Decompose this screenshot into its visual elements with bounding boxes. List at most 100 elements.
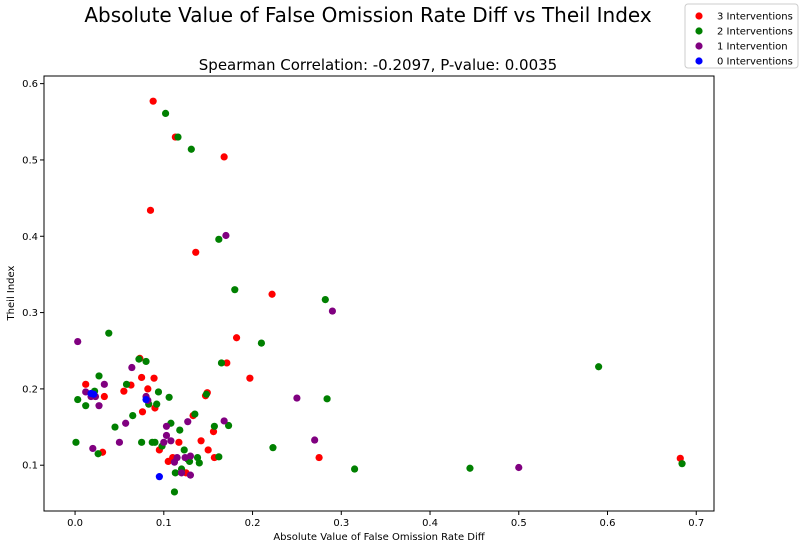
- data-point: [246, 374, 254, 382]
- figure-suptitle: Absolute Value of False Omission Rate Di…: [84, 3, 652, 27]
- data-point: [142, 395, 150, 404]
- data-point: [142, 357, 150, 366]
- data-point: [122, 380, 131, 388]
- data-point: [174, 133, 182, 141]
- data-point: [151, 438, 159, 446]
- data-point: [184, 418, 192, 426]
- x-tick-label: 0.5: [511, 518, 527, 529]
- legend-marker: [695, 42, 703, 50]
- data-point: [197, 437, 205, 445]
- data-point: [105, 329, 113, 337]
- data-point: [72, 438, 80, 446]
- data-point: [162, 431, 171, 440]
- data-point: [350, 465, 359, 473]
- data-point: [269, 444, 277, 452]
- data-point: [82, 380, 90, 388]
- data-point: [150, 374, 158, 382]
- data-point: [222, 231, 230, 240]
- legend-marker: [695, 12, 703, 20]
- y-tick-label: 0.3: [22, 308, 38, 319]
- data-point: [595, 363, 603, 371]
- legend-label: 3 Interventions: [717, 12, 793, 23]
- data-point: [466, 464, 474, 472]
- x-tick-label: 0.6: [600, 518, 616, 529]
- data-point: [323, 395, 331, 403]
- data-point: [186, 452, 195, 460]
- legend-label: 2 Interventions: [717, 27, 793, 38]
- data-point: [90, 390, 98, 398]
- legend-marker: [695, 57, 703, 65]
- data-point: [128, 363, 136, 372]
- x-tick-label: 0.7: [688, 518, 704, 529]
- x-tick-label: 0.3: [333, 518, 349, 529]
- series-0-interventions: [87, 389, 163, 481]
- x-axis: 0.0 0.1 0.2 0.3 0.4 0.5 0.6 0.7: [67, 511, 704, 529]
- data-point: [293, 394, 301, 402]
- y-tick-label: 0.2: [22, 384, 38, 395]
- data-point: [195, 459, 203, 467]
- data-point: [95, 372, 103, 380]
- data-point: [115, 438, 124, 446]
- data-point: [176, 426, 184, 434]
- y-tick-label: 0.5: [22, 155, 38, 166]
- data-point: [257, 339, 266, 347]
- data-point: [202, 390, 210, 398]
- data-point: [210, 422, 218, 430]
- data-point: [89, 444, 97, 453]
- data-point: [187, 145, 195, 153]
- data-point: [180, 446, 188, 454]
- y-tick-label: 0.6: [22, 79, 38, 90]
- legend-label: 0 Interventions: [717, 57, 793, 68]
- x-tick-label: 0.4: [422, 518, 438, 529]
- data-point: [209, 428, 218, 436]
- data-point: [232, 334, 241, 342]
- data-point: [186, 471, 195, 479]
- data-point: [100, 392, 108, 401]
- data-point: [173, 453, 181, 462]
- plot-area: [43, 75, 715, 512]
- data-point: [311, 436, 319, 444]
- x-tick-label: 0.0: [67, 518, 83, 529]
- data-point: [74, 337, 82, 346]
- data-point: [74, 395, 82, 404]
- data-point: [165, 393, 173, 401]
- data-point: [154, 388, 163, 396]
- legend: 3 Interventions 2 Interventions 1 Interven…: [684, 3, 799, 69]
- data-points: [72, 97, 686, 496]
- data-point: [171, 469, 179, 477]
- data-point: [177, 469, 186, 477]
- data-point: [122, 419, 130, 427]
- data-point: [95, 402, 103, 410]
- data-point: [220, 153, 228, 161]
- data-point: [146, 206, 155, 214]
- data-point: [170, 488, 179, 496]
- data-point: [120, 387, 128, 395]
- data-point: [321, 296, 329, 304]
- data-point: [135, 355, 143, 363]
- data-point: [94, 450, 102, 458]
- legend-box: [684, 3, 799, 69]
- series-2-interventions: [72, 109, 686, 496]
- data-point: [138, 408, 147, 416]
- data-point: [231, 286, 239, 294]
- data-point: [204, 446, 212, 454]
- data-point: [175, 438, 183, 446]
- data-point: [315, 453, 323, 462]
- data-point: [191, 410, 199, 418]
- data-point: [224, 421, 233, 430]
- data-point: [162, 422, 171, 430]
- y-axis-label: Theil Index: [6, 265, 17, 321]
- data-point: [192, 248, 200, 256]
- data-point: [328, 307, 337, 315]
- legend-marker: [695, 27, 703, 35]
- data-point: [161, 109, 170, 117]
- data-point: [100, 380, 108, 388]
- x-tick-label: 0.2: [245, 518, 261, 529]
- data-point: [138, 438, 146, 446]
- data-point: [82, 402, 90, 410]
- data-point: [220, 417, 228, 425]
- y-tick-label: 0.4: [22, 232, 38, 243]
- data-point: [149, 97, 157, 105]
- data-point: [215, 453, 223, 461]
- data-point: [217, 359, 226, 367]
